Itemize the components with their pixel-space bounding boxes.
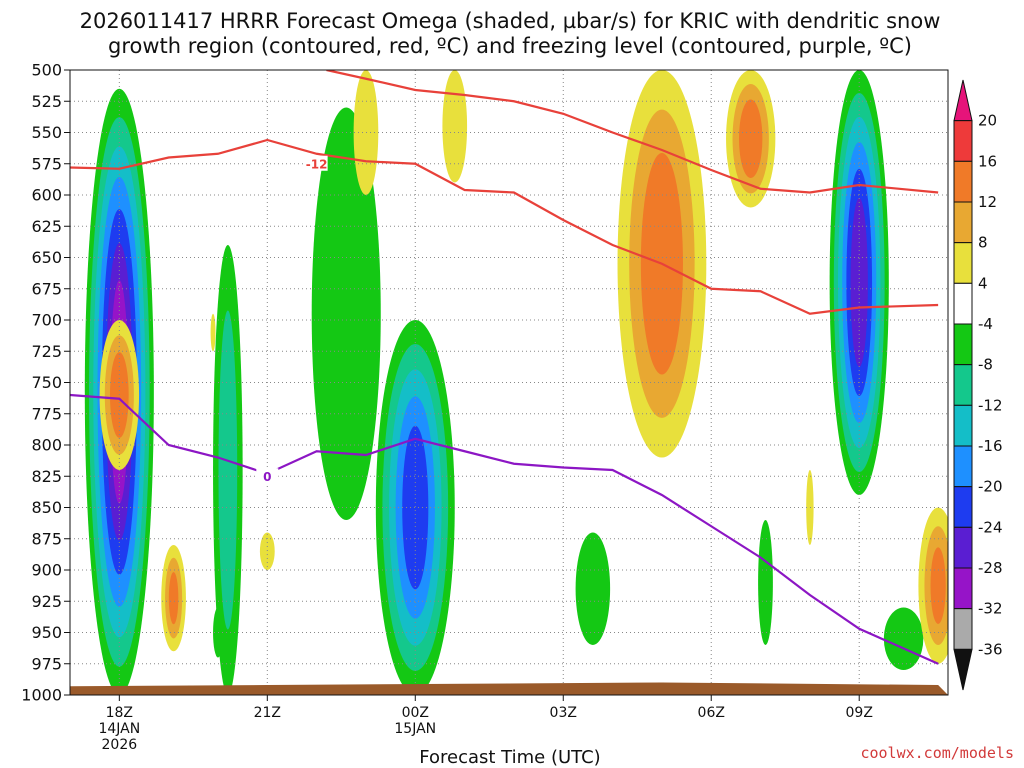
colorbar-cell-12 <box>953 160 973 203</box>
plot-background <box>70 70 948 695</box>
omega-up-3-level-0 <box>311 107 381 520</box>
colorbar-label-4: 4 <box>978 274 988 292</box>
x-tick-date-18Z: 14JAN <box>98 721 140 737</box>
y-tick-label-500: 500 <box>31 61 62 80</box>
colorbar-label-16: 16 <box>978 152 997 170</box>
y-tick-label-975: 975 <box>31 654 62 673</box>
omega-down-17-level-2 <box>930 547 946 624</box>
y-tick-label-625: 625 <box>31 217 62 236</box>
y-tick-label-600: 600 <box>31 186 62 205</box>
x-tick-date-00Z: 15JAN <box>394 721 436 737</box>
omega-up-5-level-0 <box>575 532 611 645</box>
colorbar-cell-20 <box>953 79 973 122</box>
y-tick-label-575: 575 <box>31 154 62 173</box>
colorbar-cell--28 <box>953 526 973 569</box>
y-tick-label-750: 750 <box>31 373 62 392</box>
y-tick-label-1000: 1000 <box>21 686 62 705</box>
omega-up-6-level-0 <box>758 520 773 645</box>
omega-shading <box>84 70 948 695</box>
colorbar-cell--32 <box>953 567 973 610</box>
y-tick-label-925: 925 <box>31 592 62 611</box>
x-tick-label-03Z: 03Z <box>550 705 577 721</box>
x-tick-label-06Z: 06Z <box>698 705 725 721</box>
x-tick-label-21Z: 21Z <box>254 705 281 721</box>
y-tick-label-875: 875 <box>31 529 62 548</box>
omega-down-18-level-0 <box>210 313 216 352</box>
y-tick-label-900: 900 <box>31 561 62 580</box>
colorbar-label--28: -28 <box>978 559 1003 577</box>
colorbar-label--8: -8 <box>978 356 993 374</box>
x-tick-label-09Z: 09Z <box>846 705 873 721</box>
omega-down-11-level-0 <box>442 70 468 183</box>
omega-down-13-level-2 <box>738 99 763 179</box>
y-tick-label-525: 525 <box>31 92 62 111</box>
x-axis-label: Forecast Time (UTC) <box>419 747 600 768</box>
colorbar-cell--24 <box>953 486 973 528</box>
chart-title-line1: 2026011417 HRRR Forecast Omega (shaded, … <box>80 9 941 33</box>
y-axis: 500 525 550 575 600 625 650 675 700 725 750 775 800 8… <box>21 61 70 705</box>
omega-down-10-level-0 <box>353 70 379 195</box>
y-tick-label-725: 725 <box>31 342 62 361</box>
terrain-fill <box>70 682 948 695</box>
colorbar-cell--40 <box>953 648 973 691</box>
colorbar-label--24: -24 <box>978 518 1003 536</box>
y-tick-label-700: 700 <box>31 311 62 330</box>
y-tick-label-800: 800 <box>31 436 62 455</box>
y-tick-label-650: 650 <box>31 248 62 267</box>
dgz-contour-label: -12 <box>306 157 328 171</box>
omega-down-15-level-0 <box>259 532 275 570</box>
colorbar-label-8: 8 <box>978 234 988 252</box>
x-tick-year-18Z: 2026 <box>102 737 138 753</box>
freezing-contour-label: 0 <box>263 470 271 484</box>
y-tick-label-550: 550 <box>31 123 62 142</box>
x-tick-label-18Z: 18Z <box>106 705 133 721</box>
dgz-contour-label-bg <box>305 155 328 171</box>
colorbar-label-20: 20 <box>978 112 997 130</box>
colorbar-cell--8 <box>953 323 973 366</box>
colorbar-cell--16 <box>953 404 973 447</box>
credit-link[interactable]: coolwx.com/models <box>860 744 1014 762</box>
colorbar: 20 16 12 8 4 -4 -8 -12 -16 -20 -24 -28 -32 -36 <box>953 79 1003 691</box>
colorbar-label--36: -36 <box>978 640 1003 658</box>
y-tick-label-825: 825 <box>31 467 62 486</box>
omega-up-7-level-0 <box>883 607 924 670</box>
y-tick-label-950: 950 <box>31 623 62 642</box>
colorbar-label--20: -20 <box>978 478 1003 496</box>
omega-up-1-level-1 <box>218 310 238 630</box>
colorbar-cell-4 <box>953 242 973 284</box>
chart-title-line2: growth region (contoured, red, ºC) and f… <box>108 34 912 58</box>
freezing-contour-label-bg <box>256 468 279 484</box>
colorbar-cell--20 <box>953 445 973 488</box>
plot-grid <box>70 69 948 696</box>
y-tick-label-675: 675 <box>31 279 62 298</box>
dgz-upper-contour <box>70 138 939 315</box>
contour-labels: -12 0 <box>256 155 328 484</box>
terrain-surface <box>70 682 948 695</box>
colorbar-cell--4 <box>953 282 973 325</box>
omega-up-8-level-0 <box>213 607 223 658</box>
x-tick-label-00Z: 00Z <box>402 705 429 721</box>
colorbar-label--32: -32 <box>978 600 1003 618</box>
contour-lines <box>70 70 939 665</box>
colorbar-cell--36 <box>953 608 973 650</box>
freezing-level-contour <box>70 393 939 665</box>
colorbar-cell-8 <box>953 201 973 244</box>
omega-down-16-level-0 <box>806 470 814 545</box>
colorbar-label-12: 12 <box>978 193 997 211</box>
omega-down-14-level-2 <box>168 572 179 625</box>
colorbar-label--16: -16 <box>978 437 1003 455</box>
omega-up-2-level-4 <box>402 425 429 590</box>
colorbar-label--12: -12 <box>978 396 1003 414</box>
y-tick-label-850: 850 <box>31 498 62 517</box>
colorbar-cell--12 <box>953 364 973 406</box>
y-tick-label-775: 775 <box>31 404 62 423</box>
dgz-lower-contour <box>326 70 939 194</box>
colorbar-cell-16 <box>953 120 973 162</box>
colorbar-label--4: -4 <box>978 315 993 333</box>
